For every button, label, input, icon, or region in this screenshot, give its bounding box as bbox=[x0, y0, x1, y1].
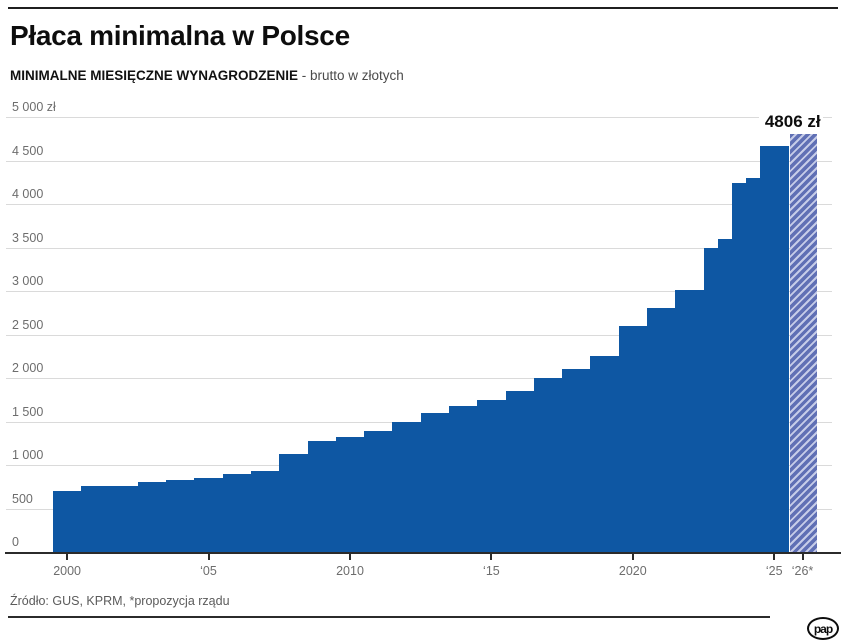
bar-2004 bbox=[166, 480, 195, 552]
x-tick-2010 bbox=[349, 554, 351, 560]
y-axis-label-4500: 4 500 bbox=[12, 143, 44, 158]
gridline-4000 bbox=[6, 204, 832, 205]
bar-2006 bbox=[222, 473, 252, 552]
gridline-3000 bbox=[6, 291, 832, 292]
x-tick-2015 bbox=[490, 554, 493, 560]
gridline-5000 bbox=[6, 117, 832, 118]
page-title: Płaca minimalna w Polsce bbox=[10, 20, 350, 51]
bar-2025 bbox=[760, 146, 789, 552]
bar-2000 bbox=[53, 491, 82, 552]
source-note: Źródło: GUS, KPRM, *propozycja rządu bbox=[10, 594, 230, 608]
x-axis-label-2005: ‘05 bbox=[200, 564, 217, 578]
bar-2005 bbox=[194, 478, 224, 552]
chart-subtitle: MINIMALNE MIESIĘCZNE WYNAGRODZENIE - bru… bbox=[10, 68, 404, 83]
x-axis-label-2026: ‘26* bbox=[791, 564, 814, 578]
footer-divider bbox=[8, 616, 770, 618]
bar-2011 bbox=[364, 431, 393, 552]
y-axis-label-2500: 2 500 bbox=[12, 317, 44, 332]
bar-2020 bbox=[618, 325, 648, 552]
x-axis-label-2015: ‘15 bbox=[483, 564, 500, 578]
y-axis-label-4000: 4 000 bbox=[12, 187, 44, 201]
bar-2007 bbox=[251, 470, 280, 552]
bar-2026 bbox=[790, 133, 818, 552]
subtitle-unit-part: - brutto w złotych bbox=[298, 68, 404, 83]
x-axis-label-2010: 2010 bbox=[336, 564, 364, 578]
x-axis-label-2020: 2020 bbox=[618, 564, 647, 578]
bar-2012 bbox=[392, 421, 422, 552]
y-axis-label-500: 500 bbox=[12, 491, 33, 506]
bar-2023-h1 bbox=[703, 248, 719, 552]
bar-2002 bbox=[109, 485, 139, 552]
bar-2019 bbox=[590, 356, 620, 553]
subtitle-bold-part: MINIMALNE MIESIĘCZNE WYNAGRODZENIE bbox=[10, 68, 299, 83]
gridline-3500 bbox=[6, 247, 832, 249]
gridline-2000 bbox=[6, 378, 832, 379]
x-axis-label-2025: ‘25 bbox=[765, 564, 783, 578]
pap-logo: pap bbox=[807, 617, 839, 640]
bar-2024-h1 bbox=[731, 182, 747, 552]
x-axis-label-2000: 2000 bbox=[53, 564, 81, 578]
x-tick-2005 bbox=[207, 554, 210, 560]
x-tick-2026 bbox=[801, 554, 804, 560]
x-tick-2025 bbox=[773, 554, 776, 560]
gridline-2500 bbox=[6, 334, 832, 336]
y-axis-label-3500: 3 500 bbox=[12, 230, 44, 245]
bar-2001 bbox=[81, 485, 111, 552]
bar-2022 bbox=[675, 290, 704, 552]
y-axis-label-2000: 2 000 bbox=[12, 361, 44, 375]
x-tick-2020 bbox=[631, 554, 634, 560]
bar-2014 bbox=[448, 405, 478, 552]
gridline-4500 bbox=[6, 160, 832, 162]
y-axis-label-1000: 1 000 bbox=[12, 448, 44, 462]
bar-2018 bbox=[562, 369, 591, 552]
bar-2023-h2 bbox=[717, 238, 733, 552]
top-divider bbox=[8, 7, 838, 9]
bar-2013 bbox=[420, 412, 450, 552]
y-axis-label-1500: 1 500 bbox=[12, 404, 44, 419]
bar-2016 bbox=[505, 391, 535, 552]
bar-2017 bbox=[533, 378, 563, 552]
bar-2021 bbox=[646, 308, 676, 552]
bar-2009 bbox=[307, 441, 337, 552]
bar-2015 bbox=[477, 399, 506, 553]
proposed-value-label: 4806 zł bbox=[758, 112, 823, 134]
y-axis-label-0: 0 bbox=[12, 535, 19, 549]
x-axis-line bbox=[5, 552, 841, 554]
pap-logo-text: pap bbox=[813, 621, 833, 636]
bar-2008 bbox=[279, 454, 309, 552]
bar-2024-h2 bbox=[745, 177, 761, 552]
bar-2010 bbox=[335, 437, 365, 552]
y-axis-label-3000: 3 000 bbox=[12, 274, 44, 288]
x-tick-2000 bbox=[66, 554, 69, 560]
y-axis-label-5000: 5 000 zł bbox=[12, 100, 56, 114]
bar-2003 bbox=[137, 482, 167, 552]
